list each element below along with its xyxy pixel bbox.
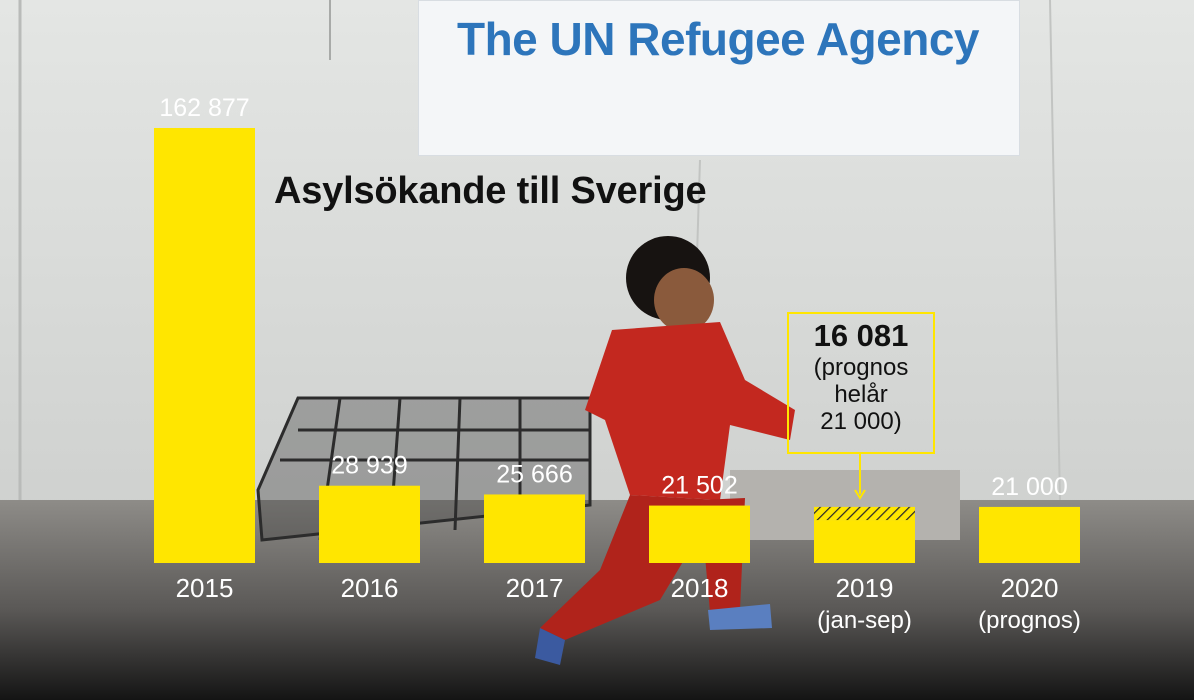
banner-text: The UN Refugee Agency <box>456 13 980 65</box>
value-label-2016: 28 939 <box>331 452 407 480</box>
unhcr-banner <box>418 0 1020 156</box>
category-label-2020: 2020 <box>1001 573 1059 603</box>
callout-line-2: helår <box>834 381 888 408</box>
callout-arrow <box>854 454 866 500</box>
category-label-2017: 2017 <box>506 573 564 603</box>
category-label-2018: 2018 <box>671 573 729 603</box>
bar-2020 <box>979 506 1080 563</box>
category-label-2015: 2015 <box>176 573 234 603</box>
value-label-2015: 162 877 <box>159 94 249 122</box>
bar-2018 <box>649 505 750 563</box>
callout-line-3: 21 000) <box>820 408 902 435</box>
bar-2019 <box>814 520 915 563</box>
category-sublabel-2019: (jan-sep) <box>817 607 912 634</box>
category-sublabel-2020: (prognos) <box>978 607 1081 634</box>
bar-2016 <box>319 485 420 563</box>
category-label-2019: 2019 <box>836 573 894 603</box>
bar-forecast-hatch <box>814 506 915 521</box>
bar-2017 <box>484 494 585 563</box>
forecast-callout: 16 081 (prognos helår 21 000) <box>787 312 935 454</box>
value-label-2020: 21 000 <box>991 473 1067 501</box>
value-label-2017: 25 666 <box>496 460 572 488</box>
callout-value: 16 081 <box>813 318 909 353</box>
category-label-2016: 2016 <box>341 573 399 603</box>
bar-2015 <box>154 128 255 563</box>
value-label-2018: 21 502 <box>661 472 737 500</box>
chart-title: Asylsökande till Sverige <box>274 170 707 212</box>
callout-line-1: (prognos <box>813 354 909 381</box>
